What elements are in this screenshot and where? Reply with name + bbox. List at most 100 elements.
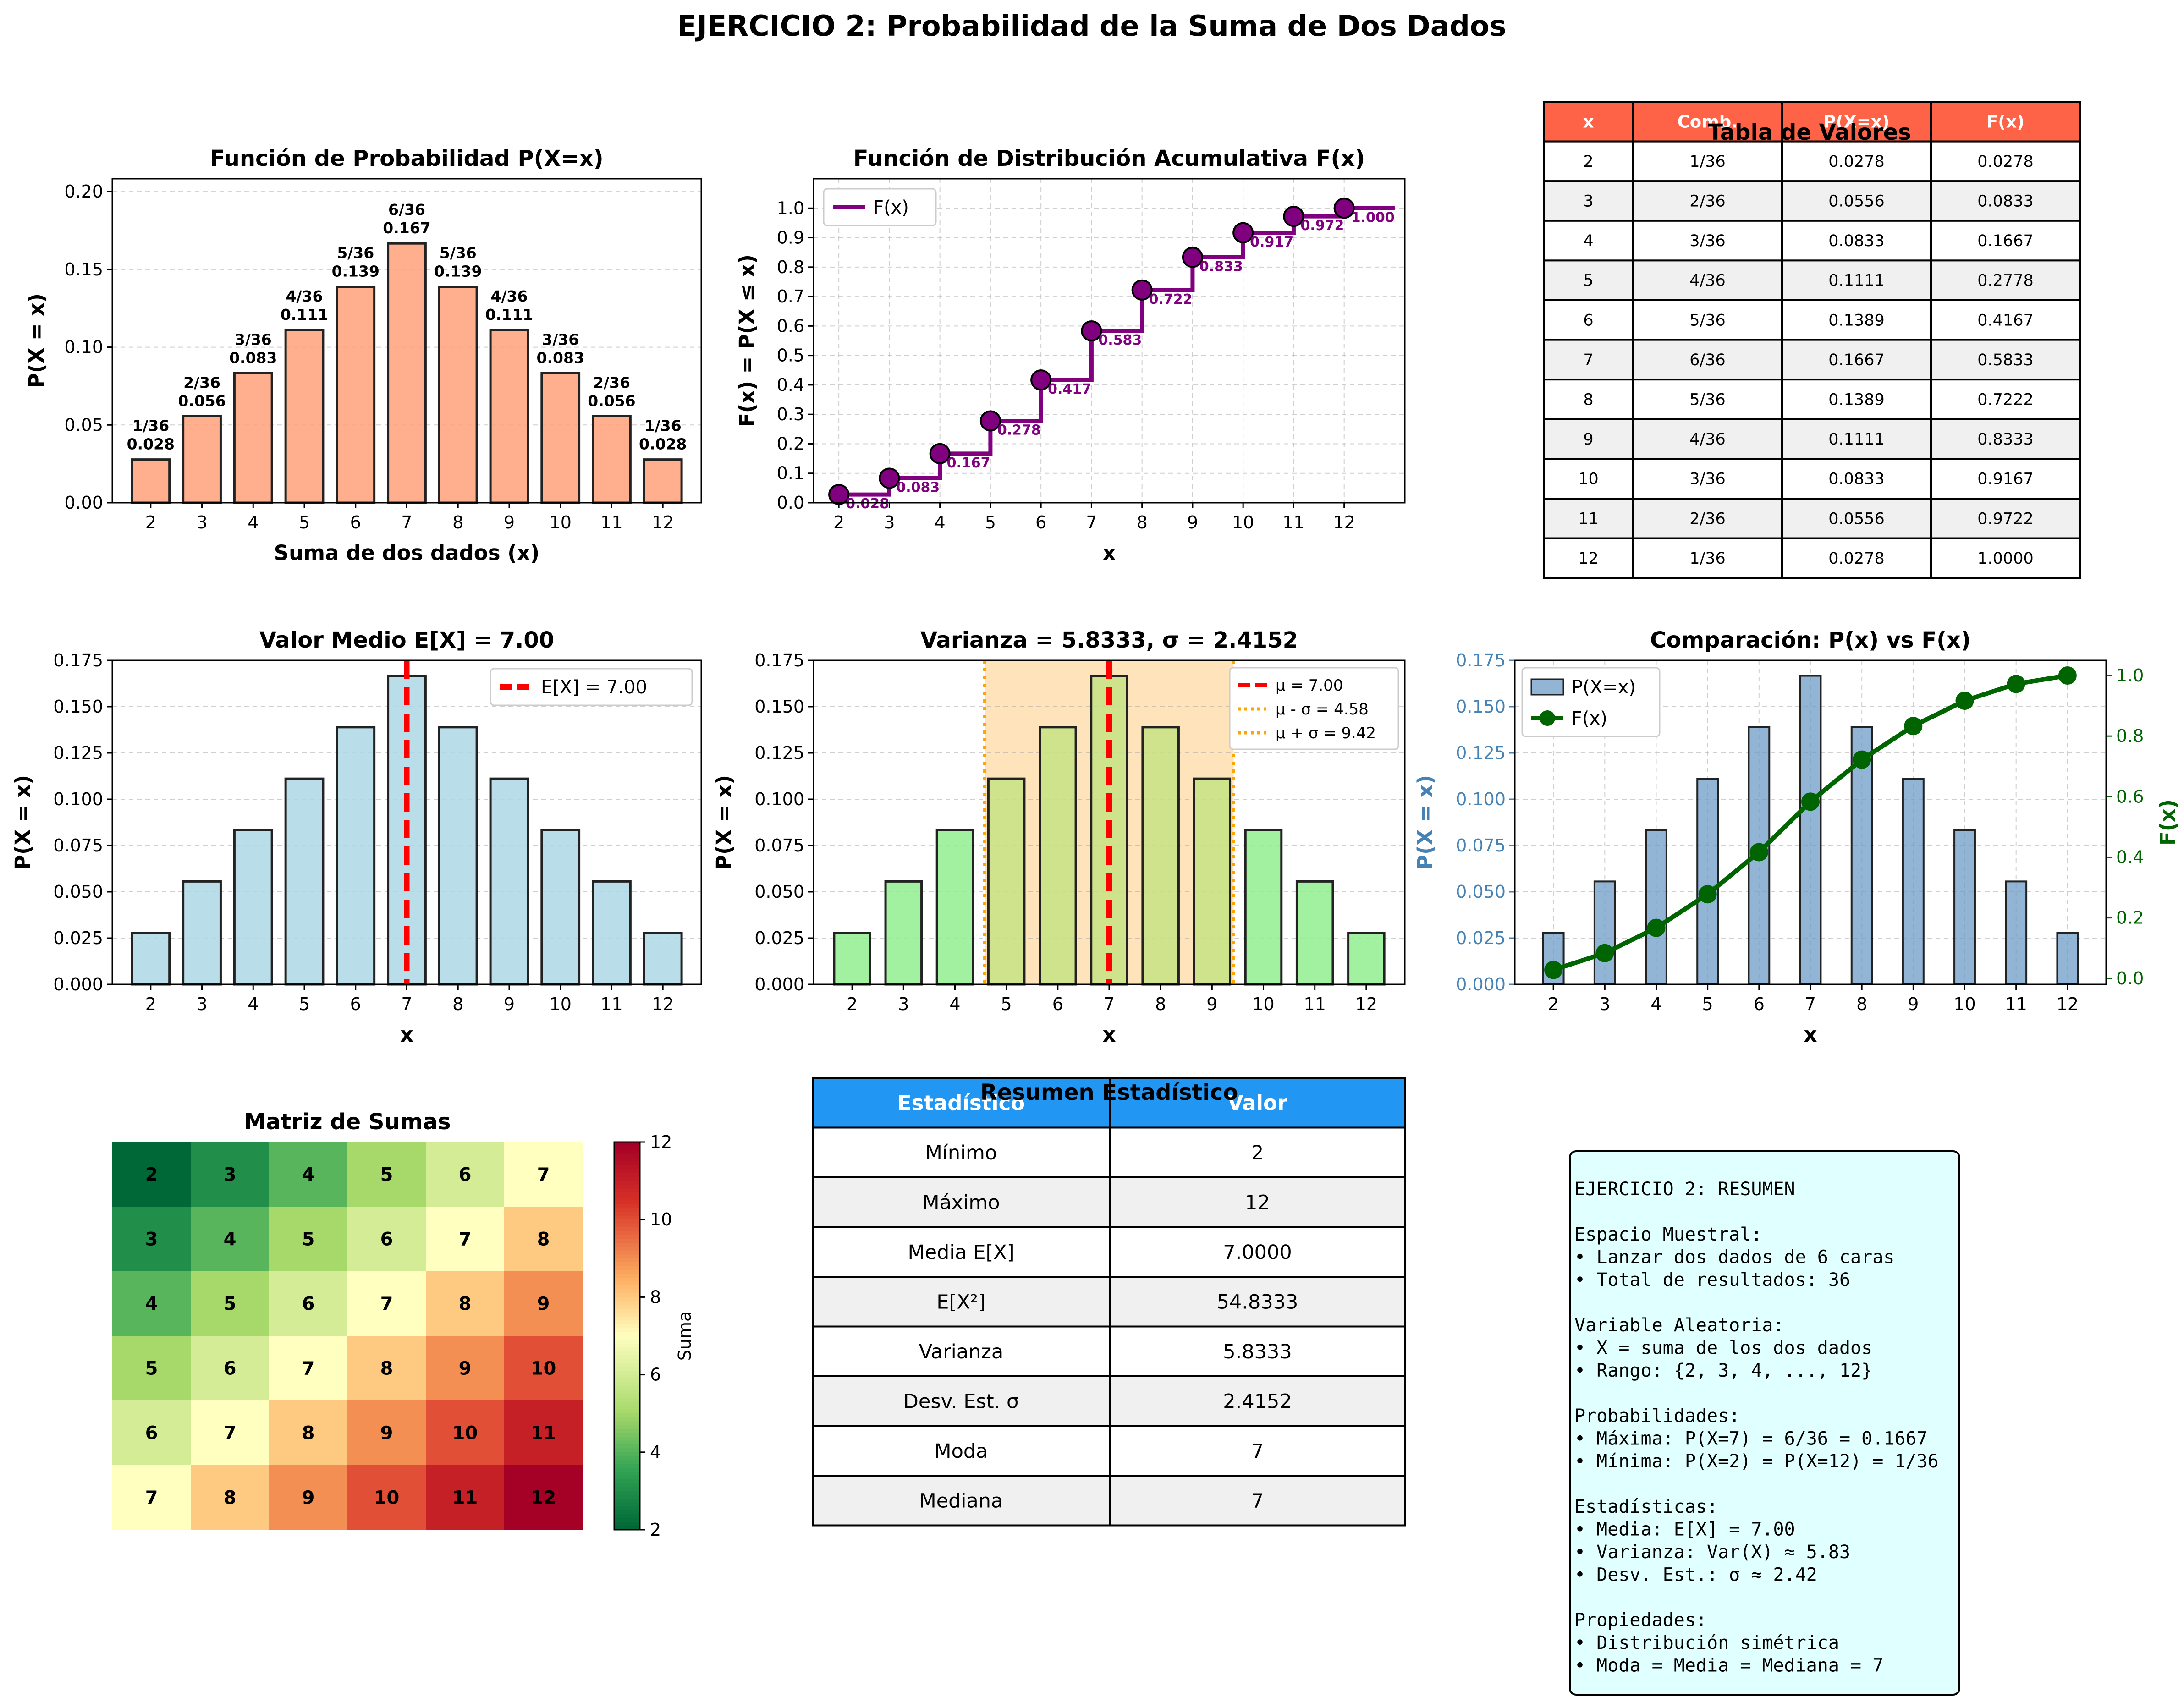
- y-tick-label: 0.050: [754, 882, 804, 902]
- table-cell: [1109, 1176, 1406, 1228]
- bar: [284, 777, 325, 986]
- table-cell-text: 4: [1583, 232, 1593, 250]
- x-tick-label: 10: [1252, 994, 1274, 1014]
- table-cell: [1543, 180, 1634, 222]
- table-cell-text: Mediana: [919, 1489, 1003, 1512]
- x-tick-label: 8: [1137, 512, 1148, 533]
- summary-line: • X = suma de los dos dados: [1574, 1338, 1872, 1359]
- table-cell-text: 10: [1578, 470, 1599, 489]
- table-cell-text: 5: [1583, 272, 1593, 290]
- heatmap-cell: [191, 1465, 270, 1530]
- table-cell-text: 0.2778: [1977, 272, 2033, 290]
- x-tick-label: 8: [1856, 994, 1867, 1014]
- x-tick-label: 2: [1548, 994, 1559, 1014]
- cdf-point: [929, 443, 951, 464]
- axes-frame: [111, 178, 702, 504]
- bar: [1799, 675, 1822, 985]
- y-right-tick-label: 1.0: [2116, 665, 2144, 686]
- table-cell: [1781, 180, 1932, 222]
- colorbar-segment: [614, 1491, 640, 1495]
- y-tick-label: 0.20: [64, 181, 103, 202]
- table-cell: [1632, 140, 1783, 182]
- bar: [833, 932, 871, 986]
- cdf-point-label: 0.167: [947, 455, 990, 471]
- heatmap-cell-value: 12: [531, 1488, 556, 1509]
- bar: [1593, 880, 1616, 985]
- colorbar-segment: [614, 1351, 640, 1356]
- colorbar-segment: [614, 1425, 640, 1430]
- y-tick-label: 0.9: [777, 228, 804, 248]
- colorbar-segment: [614, 1382, 640, 1387]
- x-tick-label: 11: [600, 994, 622, 1014]
- cdf-point-label: 0.917: [1250, 234, 1293, 250]
- x-tick-label: 5: [1702, 994, 1713, 1014]
- heatmap-cell-value: 8: [302, 1423, 315, 1444]
- table-cell: [1930, 379, 2081, 420]
- heatmap-cell: [269, 1465, 348, 1530]
- table-cell: [812, 1226, 1111, 1278]
- heatmap-cell-value: 9: [459, 1358, 472, 1379]
- y-right-tick-label: 0.6: [2116, 786, 2144, 807]
- colorbar-segment: [614, 1149, 640, 1154]
- colorbar-segment: [614, 1192, 640, 1197]
- table-cell-text: 1/36: [1689, 153, 1726, 171]
- table-header-text: Comb.: [1678, 112, 1738, 132]
- cdf-point: [1131, 279, 1153, 301]
- cdf-point-label: 0.722: [1149, 291, 1193, 308]
- colorbar-segment: [614, 1433, 640, 1437]
- colorbar-segment: [614, 1472, 640, 1476]
- cdf-point-label: 0.583: [1098, 332, 1142, 348]
- x-tick-label: 9: [504, 994, 515, 1014]
- heatmap-cell-value: 6: [224, 1358, 237, 1379]
- cdf-point: [1853, 750, 1871, 769]
- cdf-point: [1544, 961, 1563, 979]
- heatmap-cell: [504, 1336, 583, 1401]
- cdf-step-line: [839, 206, 1395, 497]
- colorbar-segment: [614, 1254, 640, 1259]
- colorbar-segment: [614, 1394, 640, 1399]
- bar: [1696, 778, 1719, 985]
- heatmap-cell-value: 5: [145, 1358, 158, 1379]
- y-axis-label: F(x) = P(X ≤ x): [735, 254, 759, 427]
- x-tick-label: 10: [1953, 994, 1975, 1014]
- y-tick-label: 0.075: [754, 835, 804, 856]
- x-tick-label: 12: [652, 512, 674, 533]
- bar: [1193, 777, 1232, 986]
- table-values: x Comb. P(X=x) F(x) 2 1/36 0.0278 0.0278 3 2/36 0.…: [1543, 101, 2081, 579]
- colorbar-segment: [614, 1436, 640, 1441]
- colorbar-segment: [614, 1347, 640, 1352]
- heatmap-cell-value: 8: [459, 1294, 472, 1315]
- cdf-point-label: 0.278: [997, 422, 1041, 438]
- legend-label: μ - σ = 4.58: [1276, 700, 1369, 719]
- table-header-text: P(X=x): [1823, 112, 1889, 132]
- cdf-point: [879, 467, 900, 489]
- x-tick-label: 12: [2057, 994, 2079, 1014]
- bar-label-value: 0.111: [281, 306, 328, 324]
- colorbar-segment: [614, 1332, 640, 1336]
- table-cell-text: Moda: [934, 1440, 988, 1463]
- heatmap-cell: [112, 1336, 191, 1401]
- y-tick-label: 0.125: [754, 743, 804, 763]
- colorbar-segment: [614, 1308, 640, 1313]
- y-tick-label: 0.1: [777, 463, 804, 483]
- x-tick-label: 2: [833, 512, 844, 533]
- y-tick-label: 0.150: [754, 697, 804, 717]
- table-cell: [1930, 458, 2081, 500]
- colorbar-segment: [614, 1313, 640, 1317]
- summary-line: Espacio Muestral:: [1574, 1224, 1762, 1245]
- summary-line: • Moda = Media = Mediana = 7: [1574, 1655, 1883, 1676]
- table-cell-text: 12: [1245, 1191, 1270, 1214]
- table-cell-text: 0.1111: [1828, 430, 1884, 449]
- colorbar-segment: [614, 1452, 640, 1457]
- y-tick-label: 0.175: [53, 650, 103, 670]
- heatmap-cell: [347, 1207, 426, 1272]
- table-cell: [1632, 339, 1783, 381]
- chart-mean: 0.000 0.025 0.050 0.075 0.100 0.125 0.150 0.175…: [11, 627, 702, 1047]
- colorbar-segment: [614, 1343, 640, 1348]
- summary-line: Propiedades:: [1574, 1610, 1707, 1631]
- legend-box: [490, 668, 693, 706]
- legend-swatch-bar: [1530, 678, 1564, 696]
- colorbar-segment: [614, 1514, 640, 1519]
- x-tick-label: 8: [452, 512, 463, 533]
- heatmap-cell: [426, 1336, 505, 1401]
